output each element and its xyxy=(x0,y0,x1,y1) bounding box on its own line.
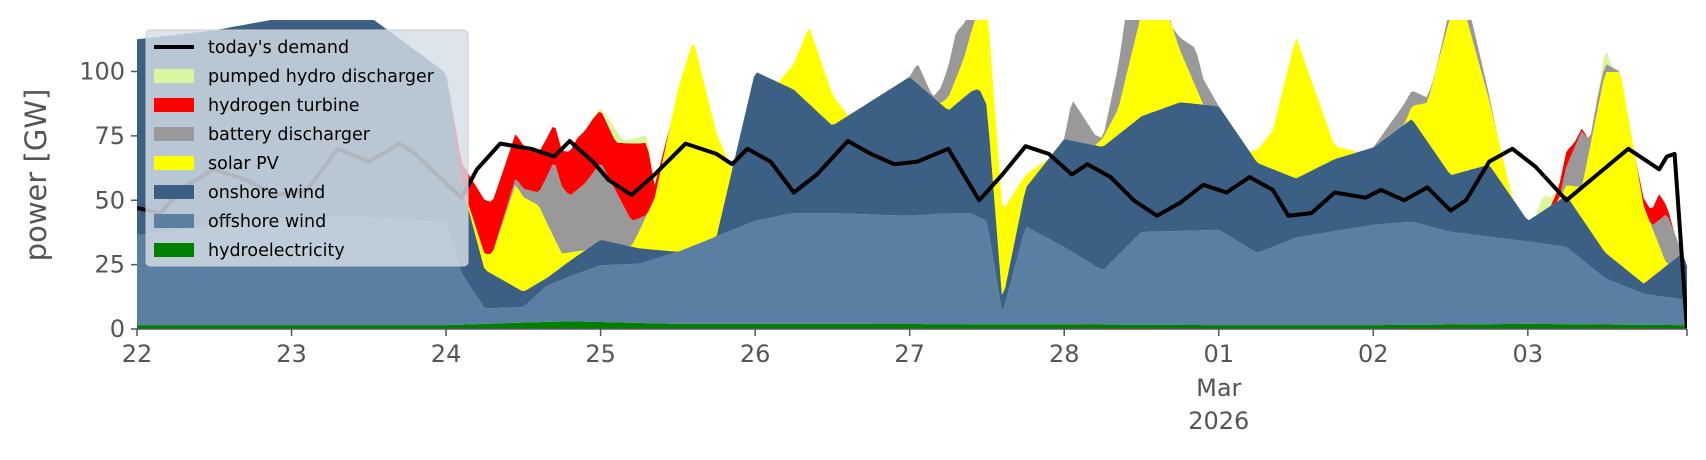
legend-swatch-battery-discharger xyxy=(154,127,194,141)
legend-swatch-hydroelectricity xyxy=(154,243,194,257)
legend-label-offshore-wind: offshore wind xyxy=(208,212,326,232)
legend-swatch-pumped-hydro-discharger xyxy=(154,69,194,83)
x-tick-label: 24 xyxy=(431,340,462,368)
x-tick-label: 26 xyxy=(740,340,771,368)
legend-swatch-hydrogen-turbine xyxy=(154,98,194,112)
y-tick-label: 75 xyxy=(94,122,125,150)
legend-label-today-s-demand: today's demand xyxy=(208,38,349,58)
legend-swatch-onshore-wind xyxy=(154,185,194,199)
stacked-areas xyxy=(137,20,1687,329)
x-tick-label: 23 xyxy=(276,340,307,368)
y-tick-label: 50 xyxy=(94,186,125,214)
legend-label-hydrogen-turbine: hydrogen turbine xyxy=(208,96,360,116)
x-tick-sublabel: Mar xyxy=(1196,374,1241,402)
legend-label-hydroelectricity: hydroelectricity xyxy=(208,241,345,261)
area-offshore-wind xyxy=(137,213,1687,326)
x-tick-sublabel: 2026 xyxy=(1188,407,1249,435)
y-tick-label: 25 xyxy=(94,251,125,279)
legend-box xyxy=(145,29,469,267)
y-tick-label: 100 xyxy=(79,58,125,86)
area-battery-discharger xyxy=(137,20,1687,266)
legend-swatch-solar-pv xyxy=(154,156,194,170)
y-tick-label: 0 xyxy=(110,315,125,343)
x-tick-label: 28 xyxy=(1049,340,1080,368)
x-tick-label: 27 xyxy=(894,340,925,368)
y-axis-label: power [GW] xyxy=(19,89,53,262)
axes: 0 25 50 75 100 22 23 24 25 26 27 28 01 Mar 2026 02 03 xyxy=(79,58,1688,435)
legend-label-battery-discharger: battery discharger xyxy=(208,125,371,145)
x-tick-label: 02 xyxy=(1358,340,1389,368)
x-tick-label: 22 xyxy=(122,340,153,368)
legend-label-pumped-hydro-discharger: pumped hydro discharger xyxy=(208,67,435,87)
area-onshore-wind xyxy=(137,20,1687,311)
x-tick-label: 25 xyxy=(585,340,616,368)
x-tick-label: 03 xyxy=(1513,340,1544,368)
area-solar-pv xyxy=(137,20,1687,295)
legend-label-solar-pv: solar PV xyxy=(208,154,279,174)
legend-swatch-offshore-wind xyxy=(154,214,194,228)
x-tick-label: 01 xyxy=(1203,340,1234,368)
legend-label-onshore-wind: onshore wind xyxy=(208,183,325,203)
area-hydroelectricity xyxy=(137,321,1687,329)
legend: today's demand pumped hydro discharger hyd… xyxy=(145,29,469,267)
